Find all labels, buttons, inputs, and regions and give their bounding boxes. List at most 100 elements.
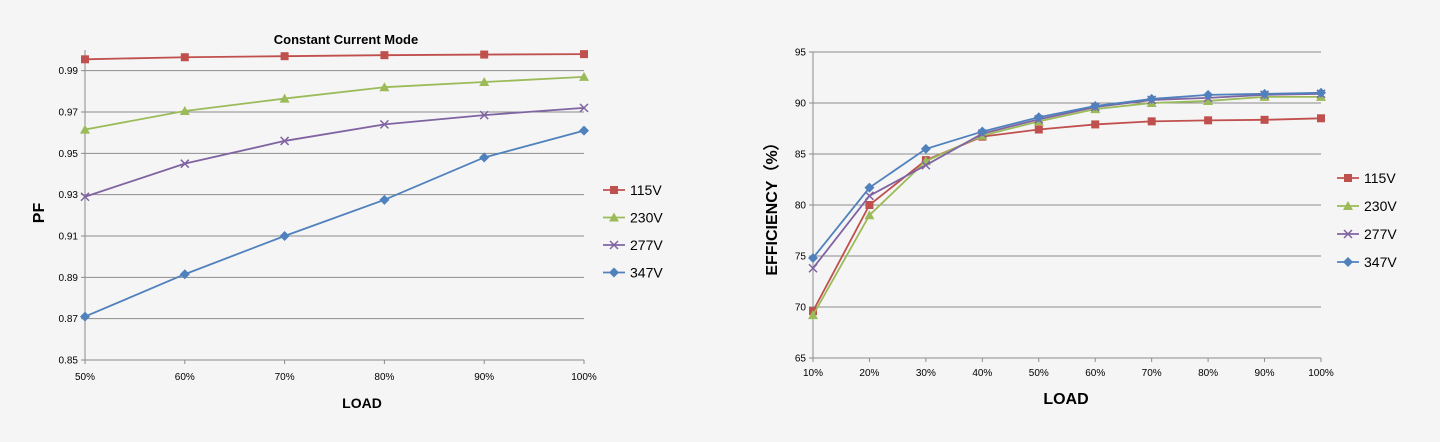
- y-tick-label: 70: [795, 303, 807, 314]
- data-point: [1034, 125, 1043, 134]
- chart-title: Constant Current Mode: [274, 32, 418, 47]
- data-point: [180, 159, 190, 169]
- data-point: [808, 253, 818, 264]
- data-point: [808, 310, 818, 320]
- y-tick-label: 95: [795, 48, 807, 59]
- data-point: [1091, 120, 1100, 129]
- data-point: [977, 126, 988, 137]
- x-tick-label: 50%: [1029, 368, 1049, 379]
- x-tick-label: 90%: [474, 372, 494, 383]
- y-tick-label: 0.85: [59, 356, 79, 367]
- legend-label: 230V: [1364, 198, 1397, 214]
- data-point: [179, 105, 190, 115]
- legend-marker: [609, 267, 619, 278]
- data-point: [1203, 95, 1214, 105]
- data-point: [80, 192, 90, 202]
- y-tick-label: 0.91: [59, 232, 79, 243]
- x-tick-label: 80%: [1198, 368, 1218, 379]
- data-point: [808, 263, 818, 273]
- data-point: [480, 50, 489, 59]
- data-point: [865, 201, 874, 209]
- plot-area: 65 70 75 80 85 90 95 10% 20% 30% 40% 50% 60% 70% 80% 90…: [795, 48, 1334, 380]
- data-point: [279, 93, 290, 103]
- series-line-230V: [812, 95, 1321, 316]
- x-tick-label: 70%: [275, 372, 295, 383]
- data-point: [1317, 114, 1325, 123]
- data-point: [479, 77, 490, 87]
- legend-marker: [1343, 257, 1353, 267]
- legend-label: 347V: [1364, 254, 1397, 270]
- legend-marker: [1344, 174, 1352, 182]
- x-tick-label: 30%: [916, 368, 936, 379]
- y-tick-label: 85: [795, 150, 807, 161]
- x-axis-label: LOAD: [1043, 391, 1088, 408]
- y-tick-label: 65: [795, 354, 807, 365]
- series-line-347V: [84, 129, 585, 318]
- x-tick-label: 50%: [75, 372, 95, 383]
- data-point: [1033, 112, 1044, 123]
- x-tick-label: 100%: [1308, 368, 1334, 379]
- y-tick-label: 90: [795, 99, 807, 110]
- data-point: [864, 182, 875, 193]
- x-tick-label: 80%: [374, 372, 394, 383]
- series-line-115V: [84, 53, 585, 61]
- series-line-277V: [812, 92, 1322, 269]
- y-tick-label: 75: [795, 252, 807, 263]
- data-point: [579, 71, 589, 81]
- series-line-115V: [812, 117, 1322, 312]
- data-point: [1316, 87, 1326, 98]
- pf-chart: Constant Current Mode PF LOAD 0.850.870.…: [31, 32, 663, 411]
- legend-marker: [609, 212, 619, 222]
- legend-label: 347V: [630, 265, 663, 281]
- data-point: [1260, 115, 1269, 124]
- legend-marker: [610, 186, 618, 194]
- legend-marker: [1343, 229, 1353, 239]
- x-tick-label: 100%: [571, 372, 597, 383]
- x-tick-label: 10%: [803, 368, 823, 379]
- x-tick-label: 20%: [859, 368, 879, 379]
- y-tick-label: 0.93: [59, 190, 79, 201]
- data-point: [80, 311, 90, 322]
- x-tick-label: 90%: [1255, 368, 1275, 379]
- legend-label: 115V: [630, 182, 662, 198]
- y-tick-label: 0.87: [59, 314, 79, 325]
- x-tick-label: 60%: [1085, 368, 1105, 379]
- x-tick-label: 70%: [1142, 368, 1162, 379]
- data-point: [379, 194, 390, 205]
- y-tick-label: 0.99: [59, 66, 79, 77]
- data-point: [80, 124, 90, 134]
- y-tick-label: 0.89: [59, 273, 79, 284]
- data-point: [279, 231, 290, 241]
- y-tick-label: 80: [795, 201, 807, 212]
- data-point: [579, 125, 589, 136]
- legend-label: 115V: [1364, 170, 1396, 186]
- legend-label: 277V: [630, 237, 663, 253]
- legend: 115V 230V 277V 347V: [1337, 170, 1397, 270]
- data-point: [179, 269, 190, 280]
- legend-marker: [609, 240, 619, 250]
- legend: 115V 230V 277V 347V: [603, 182, 663, 281]
- data-point: [1203, 89, 1214, 100]
- data-point: [864, 210, 875, 220]
- series-line-347V: [812, 91, 1322, 259]
- series-line-277V: [84, 106, 585, 198]
- y-tick-label: 0.97: [59, 108, 79, 119]
- data-point: [280, 136, 290, 146]
- data-point: [479, 152, 490, 163]
- data-point: [180, 53, 189, 62]
- y-tick-label: 0.95: [59, 149, 79, 160]
- data-point: [864, 191, 874, 201]
- y-axis-label: EFFICIENCY（%）: [763, 134, 781, 275]
- legend-marker: [1343, 201, 1353, 210]
- data-point: [920, 143, 931, 154]
- efficiency-chart: EFFICIENCY（%） LOAD 65 70 75 80 85 90 95 10% 20% 3…: [763, 48, 1397, 409]
- series-line-230V: [84, 75, 585, 131]
- data-point: [380, 51, 389, 60]
- data-point: [379, 119, 389, 129]
- data-point: [1147, 117, 1156, 126]
- data-point: [1204, 116, 1213, 125]
- data-point: [580, 50, 588, 59]
- y-axis-label: PF: [31, 203, 48, 224]
- data-point: [1259, 88, 1270, 99]
